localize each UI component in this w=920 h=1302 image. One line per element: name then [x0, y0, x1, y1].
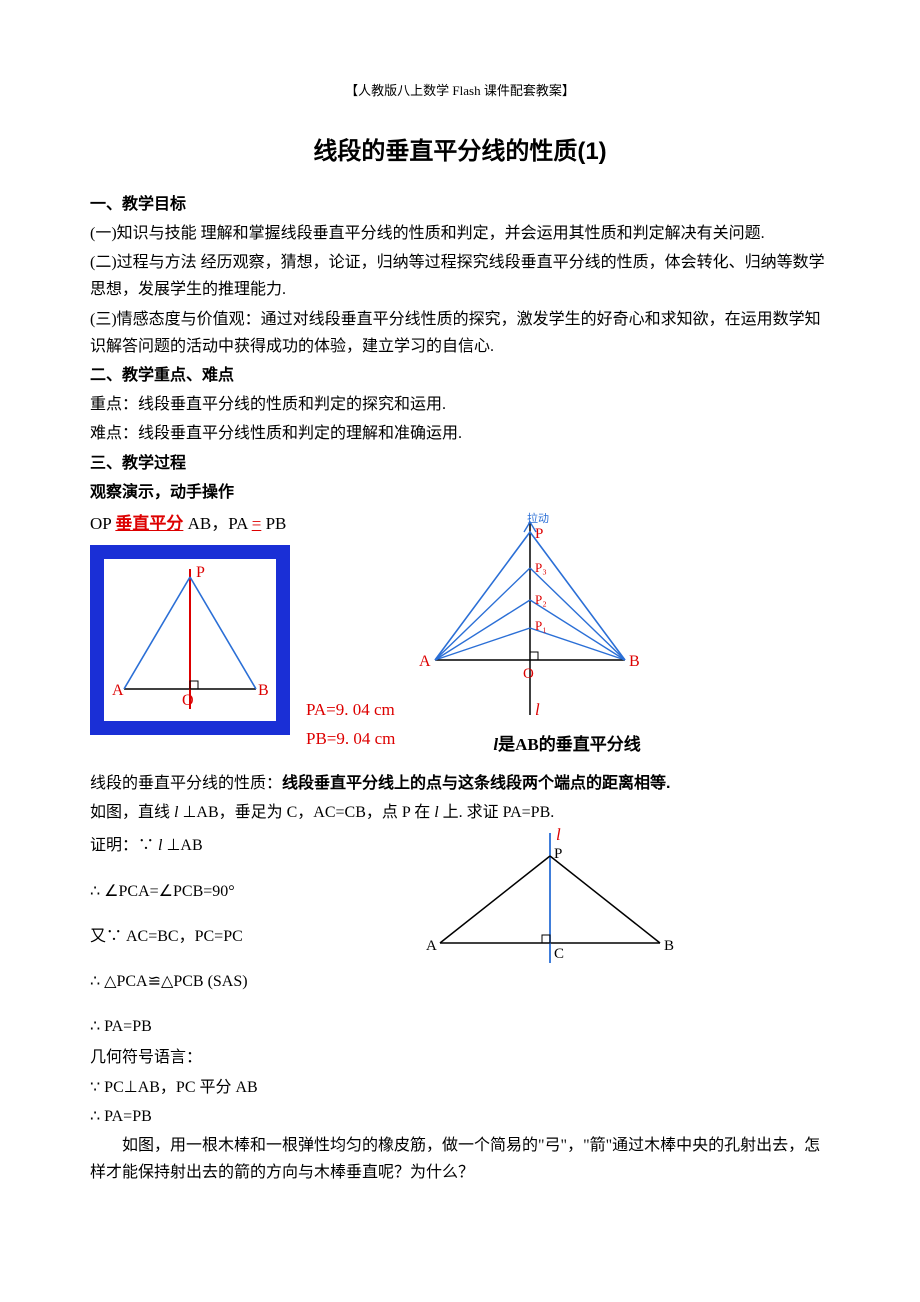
op-after: AB，PA: [183, 514, 251, 533]
page-title: 线段的垂直平分线的性质(1): [90, 132, 830, 173]
op-red1: 垂直平分: [115, 514, 183, 533]
fig2-l: l: [535, 700, 540, 719]
fig2-caption-text: 是AB的垂直平分线: [498, 735, 641, 754]
sec3-head: 三、教学过程: [90, 450, 830, 477]
fig1-label-o: O: [182, 692, 194, 709]
fig1-label-p: P: [196, 564, 205, 581]
figure-1-box: P A O B: [90, 545, 290, 735]
proof-l3: 又∵ AC=BC，PC=PC: [90, 923, 390, 950]
figure-row-1: OP 垂直平分 AB，PA = PB P A O B PA=9. 04 cm P…: [90, 510, 830, 760]
fig2-p: P: [535, 526, 543, 542]
pa-measure: PA=9. 04 cm: [306, 696, 395, 725]
closing-para: 如图，用一根木棒和一根弹性均匀的橡皮筋，做一个简易的"弓"，"箭"通过木棒中央的…: [90, 1132, 830, 1186]
op-tail: PB: [261, 514, 286, 533]
figure-3: l P A C B: [420, 828, 680, 987]
figure-1-svg: P A O B: [104, 559, 276, 721]
proof-l2: ∴ ∠PCA=∠PCB=90°: [90, 878, 390, 905]
sec2-p2: 难点：线段垂直平分线性质和判定的理解和准确运用.: [90, 420, 830, 447]
op-pre: OP: [90, 514, 115, 533]
proof-l4: ∴ △PCA≌△PCB (SAS): [90, 968, 390, 995]
sec2-p1: 重点：线段垂直平分线的性质和判定的探究和运用.: [90, 391, 830, 418]
fig1-label-a: A: [112, 682, 124, 699]
op-eq: =: [252, 514, 262, 533]
fig2-p2: P₂: [535, 592, 547, 607]
fig3-a: A: [426, 938, 437, 954]
sec1-p3: (三)情感态度与价值观：通过对线段垂直平分线性质的探究，激发学生的好奇心和求知欲…: [90, 306, 830, 360]
property-text: 线段垂直平分线上的点与这条线段两个端点的距离相等.: [282, 775, 670, 792]
proof-l1b: ⊥AB: [162, 837, 202, 854]
fig3-p: P: [554, 846, 562, 862]
geom-l2: ∴ PA=PB: [90, 1103, 830, 1130]
property-line: 线段的垂直平分线的性质：线段垂直平分线上的点与这条线段两个端点的距离相等.: [90, 770, 830, 797]
sec1-p2: (二)过程与方法 经历观察，猜想，论证，归纳等过程探究线段垂直平分线的性质，体会…: [90, 249, 830, 303]
fig2-o: O: [523, 666, 534, 682]
fig3-l: l: [556, 828, 561, 844]
proof-l1a: 证明：∵: [90, 837, 158, 854]
figure-2-svg: 拉动 P P₃ P₂ P₁ A O B l: [405, 510, 665, 740]
header-note: 【人教版八上数学 Flash 课件配套教案】: [90, 80, 830, 102]
geom-l1: ∵ PC⊥AB，PC 平分 AB: [90, 1074, 830, 1101]
sec1-p1: (一)知识与技能 理解和掌握线段垂直平分线的性质和判定，并会运用其性质和判定解决…: [90, 220, 830, 247]
fig2-p3: P₃: [535, 560, 547, 575]
sec2-head: 二、教学重点、难点: [90, 362, 830, 389]
fig1-label-b: B: [258, 682, 269, 699]
property-lead: 线段的垂直平分线的性质：: [90, 775, 282, 792]
pb-measure: PB=9. 04 cm: [306, 725, 395, 754]
figure-3-svg: l P A C B: [420, 828, 680, 978]
fig3-b: B: [664, 938, 674, 954]
figure-2: 拉动 P P₃ P₂ P₁ A O B l l是AB的垂直平分: [405, 510, 665, 760]
fig2-b: B: [629, 653, 640, 670]
given-line: 如图，直线 l ⊥AB，垂足为 C，AC=CB，点 P 在 l 上. 求证 PA…: [90, 799, 830, 826]
sec3-sub: 观察演示，动手操作: [90, 479, 830, 506]
sec1-head: 一、教学目标: [90, 191, 830, 218]
geom-head: 几何符号语言：: [90, 1044, 830, 1071]
fig2-p1: P₁: [535, 618, 547, 633]
fig2-measure-col: PA=9. 04 cm PB=9. 04 cm: [300, 696, 395, 760]
proof-l5: ∴ PA=PB: [90, 1013, 390, 1040]
op-statement: OP 垂直平分 AB，PA = PB: [90, 510, 290, 539]
fig3-c: C: [554, 946, 564, 962]
proof-l1: 证明：∵ l ⊥AB: [90, 832, 390, 859]
fig2-a: A: [419, 653, 431, 670]
